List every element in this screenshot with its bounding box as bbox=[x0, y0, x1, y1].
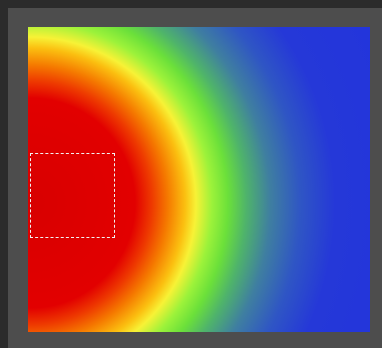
heatmap-image bbox=[28, 27, 370, 332]
selection-rectangle[interactable] bbox=[30, 153, 115, 238]
heatmap-canvas[interactable] bbox=[28, 27, 370, 332]
